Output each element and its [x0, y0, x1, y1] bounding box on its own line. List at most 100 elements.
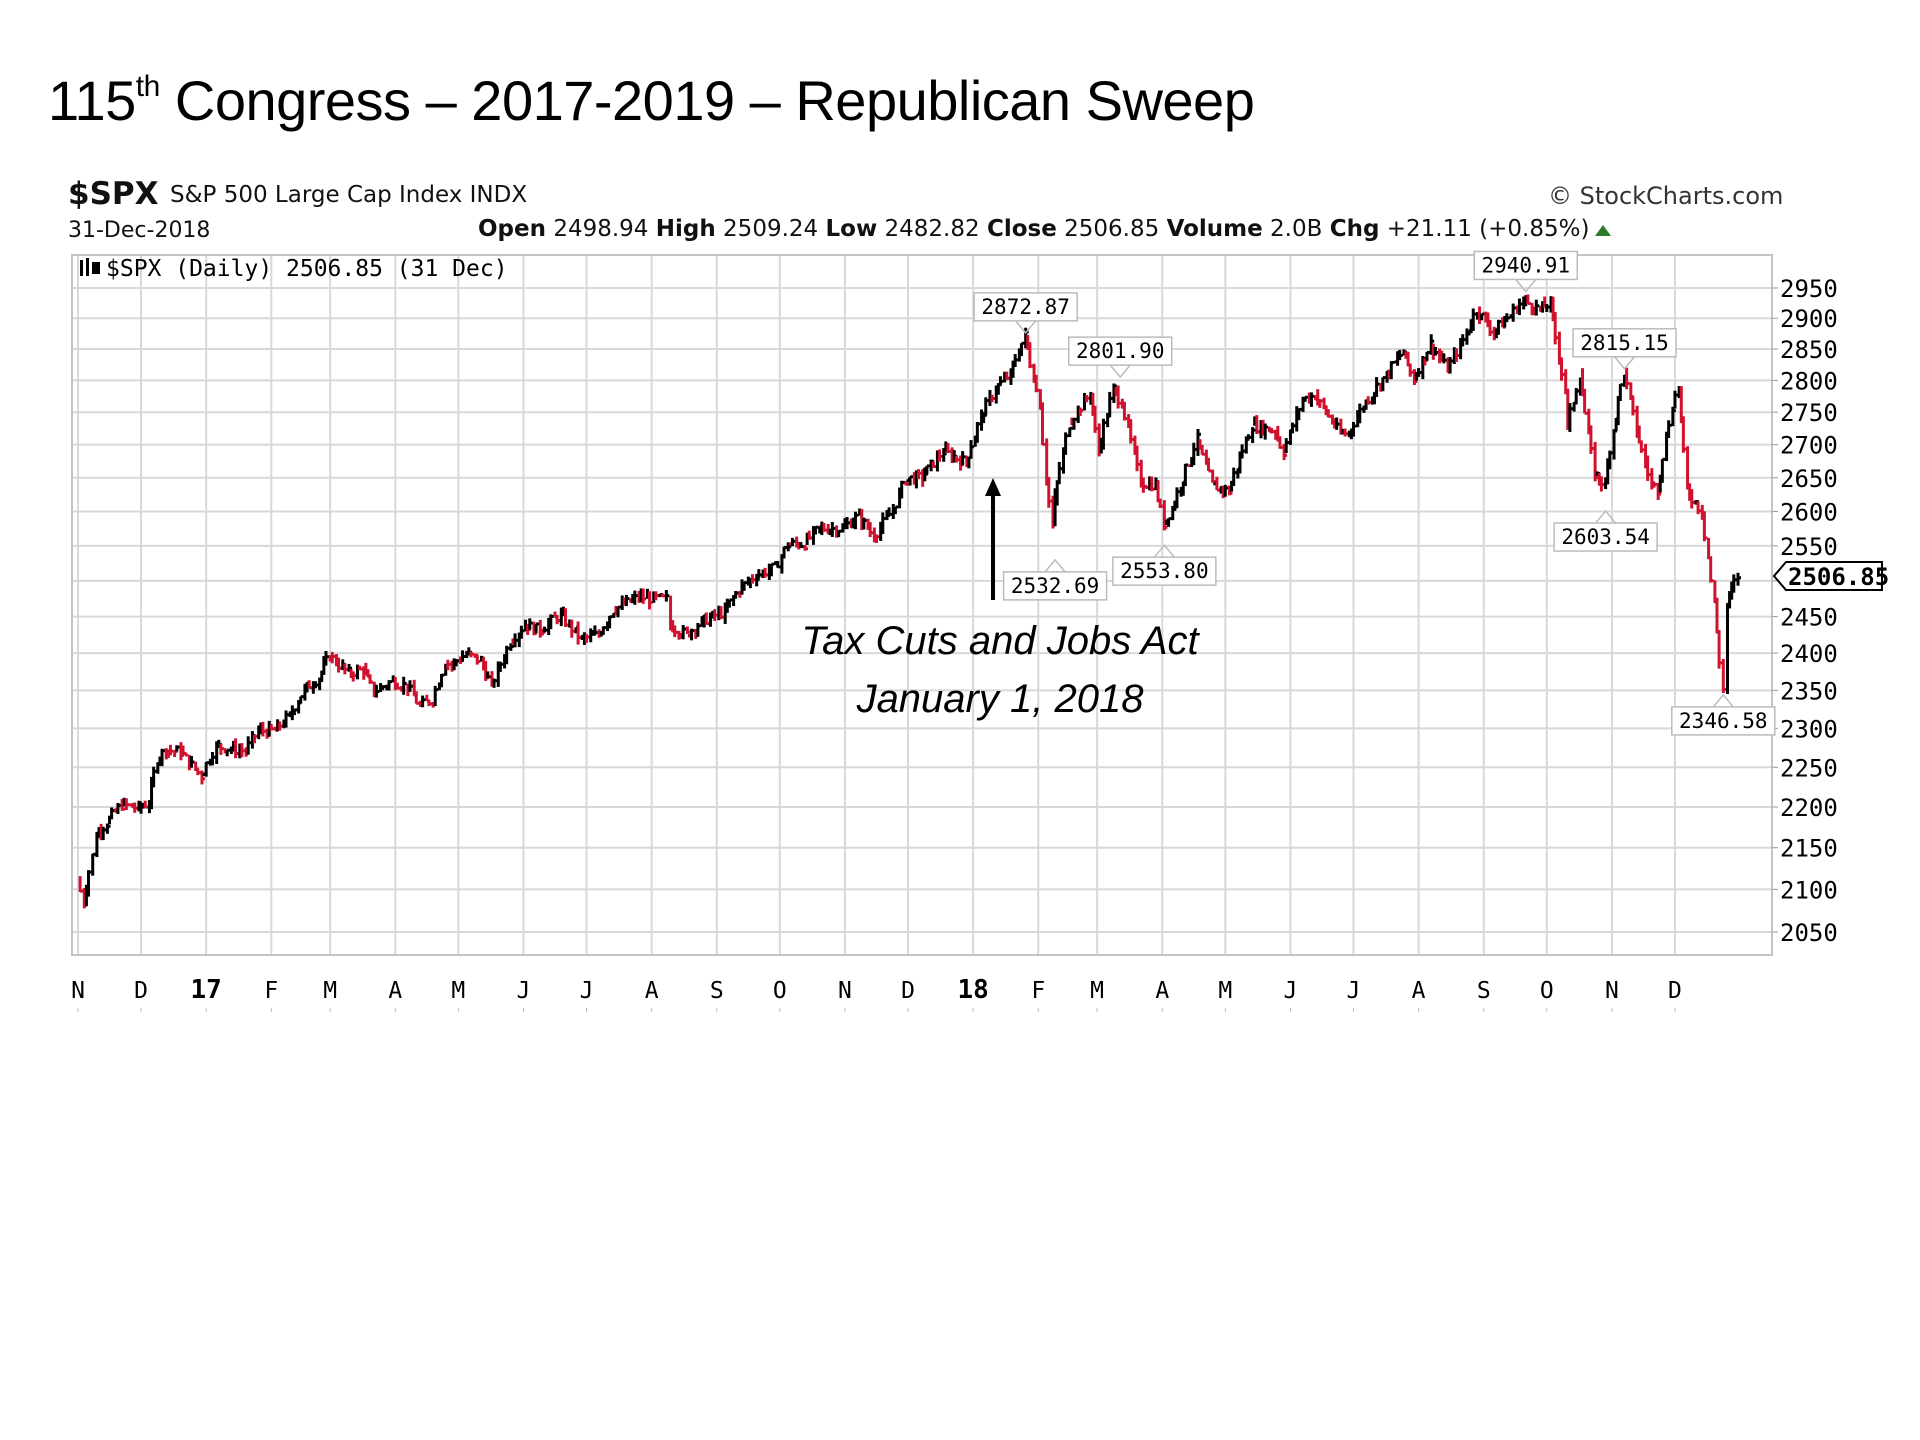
- x-tick-label: N: [838, 978, 852, 1004]
- x-tick-label: 17: [191, 975, 222, 1005]
- y-tick-label: 2800: [1780, 367, 1838, 395]
- x-tick-label: A: [1412, 978, 1426, 1004]
- x-axis: N D 17 F M A M J J A S O N D 18 F M A M J J A S O N D: [71, 975, 1682, 1012]
- value-label-box: [1067, 336, 1173, 366]
- open-label: Open: [478, 216, 546, 242]
- y-tick-label: 2900: [1780, 305, 1838, 333]
- label-pointer: [1044, 558, 1066, 573]
- quote-date: 31-Dec-2018: [68, 218, 211, 243]
- grid-lines: [72, 255, 1772, 955]
- high-label: High: [655, 216, 716, 242]
- value-label: 2553.80: [1120, 559, 1209, 583]
- y-tick-label: 2700: [1780, 432, 1838, 460]
- triangle-up-icon: [1595, 225, 1612, 236]
- label-pointer: [1153, 544, 1175, 558]
- x-tick-label: J: [517, 978, 531, 1004]
- value-label: 2346.58: [1679, 709, 1768, 733]
- y-tick-label: 2400: [1780, 640, 1838, 668]
- arrow-up-icon: [985, 478, 1001, 600]
- label-pointer: [1595, 509, 1617, 524]
- quote-line: Open 2498.94 High 2509.24 Low 2482.82 Cl…: [478, 216, 1612, 242]
- tax-act-annotation: Tax Cuts and Jobs Act January 1, 2018: [760, 612, 1240, 728]
- label-pointer: [1515, 278, 1537, 293]
- title-ordinal: th: [135, 70, 161, 103]
- annotation-line2: January 1, 2018: [856, 677, 1144, 721]
- x-tick-label: M: [1090, 978, 1104, 1004]
- label-pointer: [1015, 320, 1037, 335]
- plot-frame: [71, 254, 1773, 956]
- last-value-tag: [1772, 561, 1883, 592]
- close-label: Close: [986, 216, 1057, 242]
- legend-text: $SPX (Daily) 2506.85 (31 Dec): [106, 256, 508, 282]
- peak-trough-labels: 2872.87 2532.69 2801.90 2553.80 2940.91 2603.…: [973, 250, 1889, 736]
- last-value-label: 2506.85: [1788, 563, 1889, 591]
- x-tick-label: S: [1477, 978, 1491, 1004]
- y-tick-label: 2950: [1780, 275, 1838, 303]
- open-value: 2498.94: [553, 216, 649, 242]
- x-tick-label: A: [388, 978, 402, 1004]
- x-tick-label: 18: [957, 975, 988, 1005]
- high-value: 2509.24: [723, 216, 819, 242]
- label-pointer: [1109, 364, 1131, 379]
- x-tick-label: M: [451, 978, 465, 1004]
- x-tick-label: A: [645, 978, 659, 1004]
- x-tick-label: F: [1031, 978, 1045, 1004]
- value-label: 2815.15: [1580, 331, 1669, 355]
- x-tick-label: J: [580, 978, 594, 1004]
- x-tick-label: D: [1668, 978, 1682, 1004]
- value-label: 2872.87: [981, 295, 1070, 319]
- value-label-box: [1002, 571, 1108, 601]
- volume-label: Volume: [1166, 216, 1263, 242]
- value-label-box: [1473, 250, 1579, 281]
- x-tick-label: M: [323, 978, 337, 1004]
- value-label-box: [973, 292, 1078, 322]
- value-label: 2940.91: [1482, 253, 1571, 277]
- x-tick-label: M: [1218, 978, 1232, 1004]
- chg-label: Chg: [1329, 216, 1380, 242]
- x-tick-label: N: [1605, 978, 1619, 1004]
- y-tick-label: 2850: [1780, 336, 1838, 364]
- chart-legend: $SPX (Daily) 2506.85 (31 Dec): [80, 256, 508, 282]
- low-value: 2482.82: [884, 216, 980, 242]
- chg-value: +21.11 (+0.85%): [1386, 216, 1590, 242]
- title-text: Congress – 2017-2019 – Republican Sweep: [159, 69, 1255, 132]
- y-tick-label: 2650: [1780, 465, 1838, 493]
- y-tick-label: 2600: [1780, 498, 1838, 526]
- title-number: 115: [48, 69, 136, 132]
- annotation-line1: Tax Cuts and Jobs Act: [801, 619, 1199, 663]
- slide-title: 115th Congress – 2017-2019 – Republican …: [48, 68, 1255, 133]
- value-label-box: [1112, 556, 1217, 586]
- y-tick-label: 2300: [1780, 715, 1838, 743]
- y-tick-label: 2100: [1780, 876, 1838, 904]
- x-tick-label: O: [1540, 978, 1554, 1004]
- value-label: 2532.69: [1011, 574, 1100, 598]
- label-pointer: [1712, 693, 1734, 708]
- y-axis: 2050 2100 2150 2200 2250 2300 2350 2400 2450 2550…: [1772, 275, 1838, 947]
- y-tick-label: 2050: [1780, 919, 1838, 947]
- y-tick-label: 2150: [1780, 835, 1838, 863]
- volume-value: 2.0B: [1270, 216, 1323, 242]
- value-label: 2801.90: [1076, 339, 1165, 363]
- x-tick-label: J: [1284, 978, 1298, 1004]
- x-tick-label: S: [710, 978, 724, 1004]
- value-label-box: [1572, 328, 1677, 358]
- x-tick-label: D: [901, 978, 915, 1004]
- x-tick-label: N: [71, 978, 85, 1004]
- value-label-box: [1671, 706, 1776, 736]
- ohlc-bars-icon: [80, 258, 100, 276]
- x-tick-label: D: [134, 978, 148, 1004]
- close-value: 2506.85: [1064, 216, 1160, 242]
- ticker-symbol: $SPX: [68, 176, 159, 212]
- low-label: Low: [825, 216, 878, 242]
- copyright: © StockCharts.com: [1548, 182, 1784, 210]
- value-label: 2603.54: [1561, 525, 1650, 549]
- y-tick-label: 2200: [1780, 794, 1838, 822]
- label-pointer: [1613, 356, 1636, 370]
- x-tick-label: J: [1347, 978, 1361, 1004]
- x-tick-label: O: [773, 978, 787, 1004]
- x-tick-label: F: [264, 978, 278, 1004]
- index-name: S&P 500 Large Cap Index INDX: [170, 182, 528, 208]
- y-tick-label: 2450: [1780, 604, 1838, 632]
- x-tick-label: A: [1155, 978, 1169, 1004]
